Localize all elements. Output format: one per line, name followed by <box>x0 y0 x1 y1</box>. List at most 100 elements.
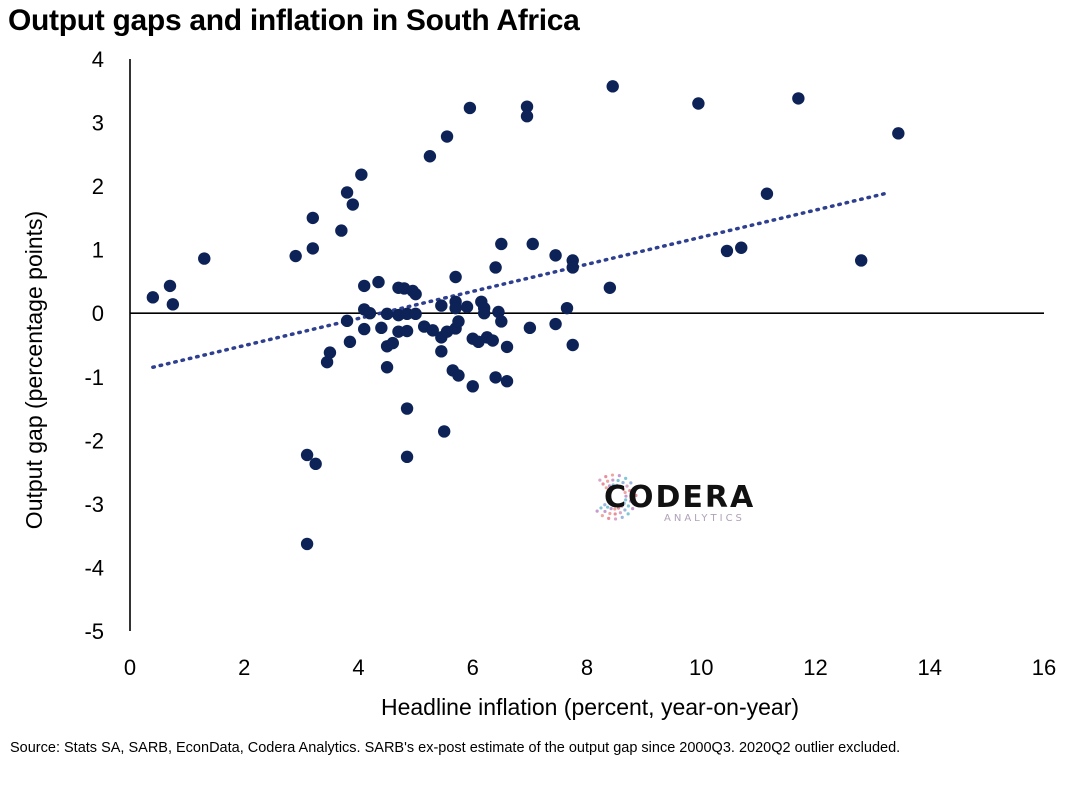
data-point <box>343 335 357 349</box>
data-point <box>300 537 314 551</box>
y-tick-label: -1 <box>84 365 104 390</box>
y-tick-label: 4 <box>92 47 104 72</box>
data-point <box>892 127 905 140</box>
data-point <box>520 110 534 123</box>
data-point <box>380 361 394 374</box>
data-point <box>166 298 180 311</box>
x-axis-label: Headline inflation (percent, year-on-yea… <box>381 694 799 720</box>
data-point <box>449 301 462 315</box>
data-point <box>463 101 477 115</box>
logo-dot <box>607 516 611 520</box>
data-point <box>735 241 748 254</box>
logo-dot <box>622 501 626 505</box>
data-point <box>566 261 579 274</box>
logo-dot <box>633 500 637 504</box>
logo-dot <box>604 486 608 490</box>
x-tick-label: 6 <box>467 655 479 680</box>
logo-dot <box>595 509 599 513</box>
logo-dot <box>628 489 632 493</box>
data-point <box>437 425 451 438</box>
y-tick-label: 3 <box>92 111 104 136</box>
data-point <box>489 261 502 274</box>
logo-dot <box>606 505 610 509</box>
data-point <box>335 224 348 237</box>
x-tick-label: 4 <box>352 655 364 680</box>
data-point <box>500 375 514 388</box>
logo-dot <box>601 482 605 486</box>
x-tick-label: 8 <box>581 655 593 680</box>
logo-dot <box>624 494 628 498</box>
points-layer <box>146 80 905 551</box>
data-point <box>386 336 399 350</box>
data-point <box>323 346 337 359</box>
data-point <box>495 315 508 328</box>
data-point <box>400 450 414 464</box>
data-point <box>423 150 437 163</box>
data-point <box>358 279 371 293</box>
logo-word: CODERA <box>604 480 755 515</box>
data-point <box>452 315 465 328</box>
logo-dot <box>634 493 638 498</box>
logo-dot <box>618 511 622 515</box>
data-point <box>346 198 359 211</box>
axes <box>129 59 1044 631</box>
x-tick-labels: 0 2 4 6 8 10 12 14 16 <box>124 655 1056 680</box>
data-point <box>500 340 514 354</box>
logo-dot <box>620 515 624 519</box>
data-point <box>306 242 319 255</box>
data-point <box>486 334 499 347</box>
data-point <box>435 299 448 312</box>
codera-logo-mark-icon <box>595 473 638 521</box>
data-point <box>466 380 479 393</box>
logo-subtitle: ANALYTICS <box>664 513 745 524</box>
data-point <box>289 249 302 263</box>
data-point <box>855 254 868 267</box>
data-point <box>606 80 619 93</box>
data-point <box>375 321 388 335</box>
data-point <box>495 237 508 251</box>
data-point <box>400 324 414 338</box>
logo-dot <box>613 507 617 511</box>
y-tick-label: -5 <box>84 619 104 644</box>
logo-dot <box>621 480 625 485</box>
logo-dot <box>598 478 602 482</box>
logo-dot <box>615 483 619 487</box>
logo-dot <box>629 494 633 498</box>
data-point <box>363 307 377 320</box>
y-tick-label: 2 <box>92 174 104 199</box>
logo-dot <box>631 507 635 511</box>
data-point <box>526 237 539 251</box>
logo-dot <box>600 514 604 518</box>
data-point <box>426 324 439 337</box>
data-point <box>400 307 414 321</box>
data-point <box>146 291 160 304</box>
data-point <box>720 244 734 258</box>
logo-dot <box>611 478 615 482</box>
x-tick-label: 14 <box>918 655 942 680</box>
y-tick-label: 0 <box>92 301 104 326</box>
data-point <box>306 211 319 225</box>
data-point <box>692 97 705 110</box>
data-point <box>566 338 579 352</box>
y-tick-label: -3 <box>84 492 104 517</box>
data-point <box>300 448 314 462</box>
chart-title: Output gaps and inflation in South Afric… <box>8 4 580 37</box>
logo-dot <box>611 483 615 487</box>
data-point <box>320 355 334 369</box>
data-point <box>435 345 448 358</box>
logo-dot <box>620 504 624 508</box>
data-point <box>309 457 322 471</box>
logo-dot <box>625 484 629 488</box>
x-tick-label: 0 <box>124 655 136 680</box>
source-note: Source: Stats SA, SARB, EconData, Codera… <box>10 740 901 756</box>
logo-dot <box>606 479 610 483</box>
data-point <box>477 307 491 320</box>
y-tick-label: -2 <box>84 428 104 453</box>
codera-logo: CODERA ANALYTICS <box>595 473 755 524</box>
data-point <box>549 249 562 262</box>
logo-dot <box>628 499 633 503</box>
data-point <box>549 317 562 331</box>
y-axis-label: Output gap (percentage points) <box>21 211 47 529</box>
data-point <box>400 402 414 415</box>
